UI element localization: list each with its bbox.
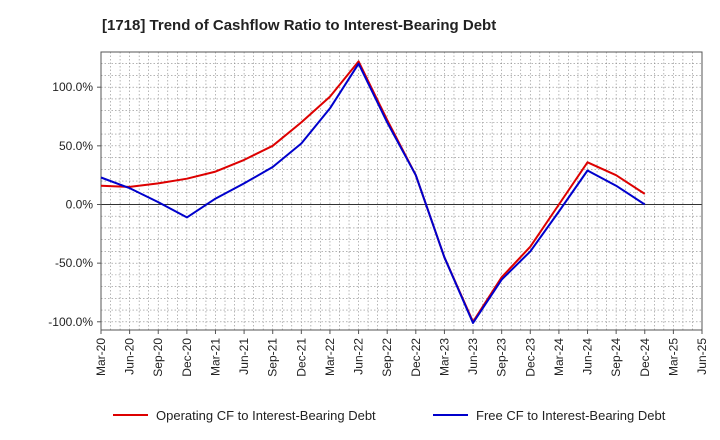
x-tick-label: Sep-22 [380,338,394,377]
x-tick-label: Sep-20 [151,338,165,377]
x-tick-label: Dec-20 [180,338,194,377]
series-line-free-cf [100,62,646,324]
legend: Operating CF to Interest-Bearing Debt Fre… [113,408,666,423]
plot-frame [100,51,703,331]
y-tick-label: -100.0% [48,315,93,329]
x-tick-label: Dec-21 [294,338,308,377]
x-tick-label: Mar-20 [94,338,108,376]
legend-label: Free CF to Interest-Bearing Debt [476,408,666,423]
x-tick-label: Mar-23 [437,338,451,376]
x-tick-label: Dec-22 [409,338,423,377]
x-tick-label: Mar-22 [323,338,337,376]
y-tick-label: 0.0% [66,197,94,211]
chart-title: [1718] Trend of Cashflow Ratio to Intere… [102,17,496,34]
grid [101,52,702,330]
x-tick-label: Jun-20 [123,338,137,375]
x-tick-label: Sep-24 [609,338,623,377]
x-tick-label: Jun-24 [581,338,595,375]
x-axis: Mar-20 Jun-20 Sep-20 Dec-20 Mar-21 Jun-21 Sep-… [94,330,709,377]
legend-label: Operating CF to Interest-Bearing Debt [156,408,376,423]
y-tick-label: 50.0% [59,139,93,153]
x-tick-label: Dec-24 [638,338,652,377]
x-tick-label: Sep-23 [495,338,509,377]
x-tick-label: Sep-21 [266,338,280,377]
y-axis: 100.0% 50.0% 0.0% -50.0% -100.0% [48,80,101,329]
x-tick-label: Jun-22 [352,338,366,375]
x-tick-label: Mar-25 [666,338,680,376]
x-tick-label: Jun-25 [695,338,709,375]
x-tick-label: Mar-24 [552,338,566,376]
x-tick-label: Jun-21 [237,338,251,375]
x-tick-label: Mar-21 [208,338,222,376]
y-tick-label: -50.0% [55,256,93,270]
x-tick-label: Dec-23 [523,338,537,377]
series [100,60,646,324]
series-line-operating-cf [100,60,646,323]
y-tick-label: 100.0% [52,80,93,94]
x-tick-label: Jun-23 [466,338,480,375]
